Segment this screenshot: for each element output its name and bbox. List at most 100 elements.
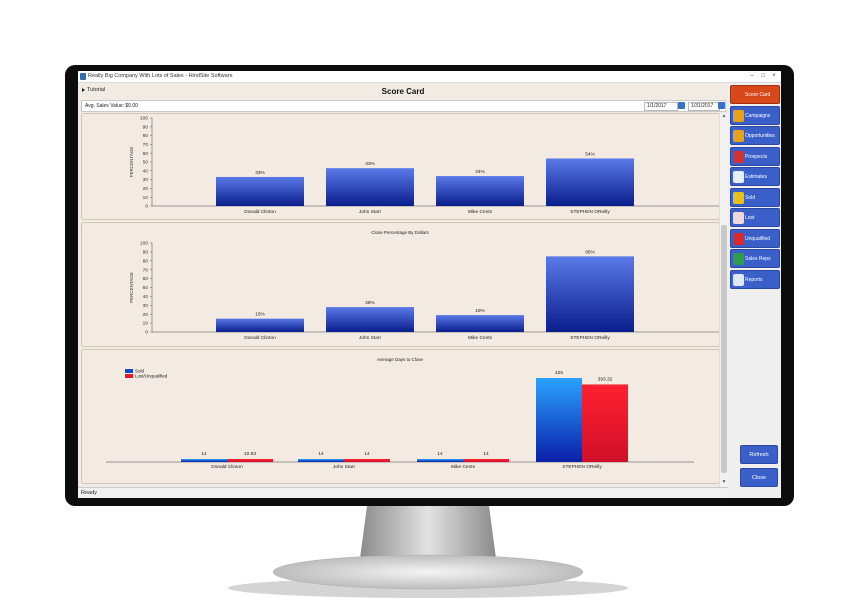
sidebar-item-label: Reports — [745, 276, 763, 283]
end-date-field[interactable]: 1/31/2017 — [688, 102, 720, 111]
chart-panel-close-percentage: 0 10 20 30 40 50 60 70 80 90 100 PERCENTAGE 33% Donal… — [81, 113, 722, 220]
bar-lost-2 — [463, 459, 509, 462]
bar-1 — [326, 307, 414, 332]
tutorial-toggle[interactable]: Tutorial — [82, 87, 105, 93]
x-tick-label: John Starr — [359, 209, 382, 215]
sidebar-item-label: Unqualified — [745, 235, 771, 242]
opportunities-icon — [733, 130, 744, 142]
legend-label: Sold — [135, 369, 145, 374]
sidebar-item-prospects[interactable]: Prospects — [730, 146, 780, 166]
y-tick-label: 90 — [143, 124, 149, 130]
sidebar-item-estimates[interactable]: Estimates — [730, 167, 780, 186]
bar-sold-0 — [181, 459, 227, 462]
bar-2 — [436, 315, 524, 332]
sidebar-item-label: Opportunities — [745, 133, 775, 139]
minimize-icon[interactable]: – — [750, 73, 754, 79]
sidebar-item-label: Score Card — [745, 92, 771, 98]
sidebar-item-unqualified[interactable]: Unqualified — [730, 228, 780, 248]
y-tick-label: 40 — [143, 168, 149, 174]
bar-lost-1 — [344, 459, 390, 462]
status-text: Ready — [81, 490, 97, 496]
data-label: 393.32 — [598, 376, 613, 382]
data-label: 14 — [201, 451, 207, 457]
legend-label: Lost/Unqualified — [135, 374, 168, 379]
x-tick-label: Donald Clinton — [244, 335, 276, 341]
y-axis-label: PERCENTAGE — [129, 147, 134, 178]
y-tick-label: 100 — [140, 116, 148, 122]
scroll-up-icon[interactable]: ▲ — [721, 113, 727, 119]
sidebar-item-label: Prospects — [745, 153, 768, 160]
x-tick-label: Mike Cents — [468, 335, 493, 341]
y-tick-label: 50 — [143, 285, 149, 291]
prospects-icon — [733, 150, 744, 163]
start-date-calendar-icon[interactable] — [678, 102, 685, 109]
window-title: Really Big Company With Lots of Sales - … — [88, 73, 233, 79]
app-window: Really Big Company With Lots of Sales - … — [78, 71, 781, 498]
scrollbar-thumb[interactable] — [721, 225, 727, 473]
bar-0 — [216, 176, 304, 206]
data-label: 14 — [318, 451, 324, 457]
x-tick-label: Donald Clinton — [244, 209, 276, 215]
y-tick-label: 60 — [143, 151, 149, 157]
y-tick-label: 10 — [143, 195, 149, 201]
y-axis-label: PERCENTAGE — [129, 272, 134, 303]
sidebar-item-campaigns[interactable]: Campaigns — [730, 105, 780, 125]
x-tick-label: Mike Cents — [451, 464, 476, 470]
close-button[interactable]: Close — [740, 468, 778, 487]
sidebar-item-sales-reps[interactable]: Sales Reps — [730, 249, 780, 268]
y-tick-label: 30 — [143, 303, 149, 309]
sidebar-item-reports[interactable]: Reports — [730, 269, 780, 289]
sidebar-item-label: Estimates — [745, 174, 767, 180]
start-date-field[interactable]: 1/1/2017 — [644, 102, 678, 111]
close-percentage-chart: 0 10 20 30 40 50 60 70 80 90 100 PERCENTAGE 33% Donal… — [129, 116, 722, 215]
sidebar: Score Card Campaigns Opportunities Prospect… — [728, 83, 781, 498]
close-window-icon[interactable]: × — [772, 73, 776, 79]
chart-panel-average-days: Average Days to Close Sold Lost/Unqualifie… — [81, 349, 720, 484]
refresh-button[interactable]: Refresh — [740, 445, 778, 464]
sidebar-item-sold[interactable]: Sold — [730, 187, 780, 207]
reports-icon — [733, 273, 744, 286]
data-label: 14 — [483, 451, 489, 457]
data-label: 14 — [437, 451, 443, 457]
y-tick-label: 30 — [143, 177, 149, 183]
legend-swatch — [125, 369, 133, 373]
y-tick-label: 60 — [143, 276, 149, 282]
x-tick-label: Donald Clinton — [211, 464, 243, 470]
chart-title: Average Days to Close — [377, 357, 423, 362]
y-tick-label: 90 — [143, 250, 149, 256]
window-titlebar: Really Big Company With Lots of Sales - … — [78, 71, 781, 83]
sidebar-item-label: Lost — [745, 215, 755, 221]
campaigns-icon — [733, 109, 744, 122]
lost-icon — [733, 212, 744, 224]
sidebar-item-label: Sales Reps — [745, 256, 771, 262]
y-tick-label: 0 — [145, 330, 148, 336]
bar-lost-0 — [227, 459, 273, 462]
y-tick-label: 40 — [143, 294, 149, 300]
sidebar-item-score-card[interactable]: Score Card — [730, 85, 780, 104]
scorecard-icon — [733, 89, 744, 101]
sidebar-item-lost[interactable]: Lost — [730, 208, 780, 227]
avg-sales-value: Avg. Sales Value: $0.00 — [85, 103, 138, 109]
data-label: 19% — [475, 308, 485, 314]
data-label: 426 — [555, 370, 563, 376]
data-label: 10.83 — [244, 451, 256, 457]
x-tick-label: STEPHEN OReilly — [570, 209, 610, 215]
vertical-scrollbar[interactable]: ▲ ▼ — [719, 113, 728, 487]
bar-sold-3 — [536, 378, 582, 462]
chart-panel-close-percentage-dollars: Close Percentage By Dollars 0 10 20 30 40 50 60… — [81, 222, 722, 347]
sidebar-item-opportunities[interactable]: Opportunities — [730, 126, 780, 145]
tutorial-label: Tutorial — [87, 87, 106, 93]
y-tick-label: 0 — [145, 204, 148, 210]
scroll-down-icon[interactable]: ▼ — [721, 479, 727, 485]
bar-2 — [436, 176, 524, 206]
x-tick-label: STEPHEN OReilly — [570, 335, 610, 341]
y-tick-label: 70 — [143, 142, 149, 148]
x-tick-label: John Starr — [359, 335, 382, 341]
close-percentage-dollars-chart: Close Percentage By Dollars 0 10 20 30 40 50 60… — [129, 230, 722, 341]
end-date-calendar-icon[interactable] — [718, 102, 725, 109]
maximize-icon[interactable]: □ — [761, 73, 765, 79]
data-label: 43% — [365, 161, 375, 167]
sales-reps-icon — [733, 253, 744, 265]
main-area: Tutorial Score Card Avg. Sales Value: $0… — [78, 83, 728, 487]
